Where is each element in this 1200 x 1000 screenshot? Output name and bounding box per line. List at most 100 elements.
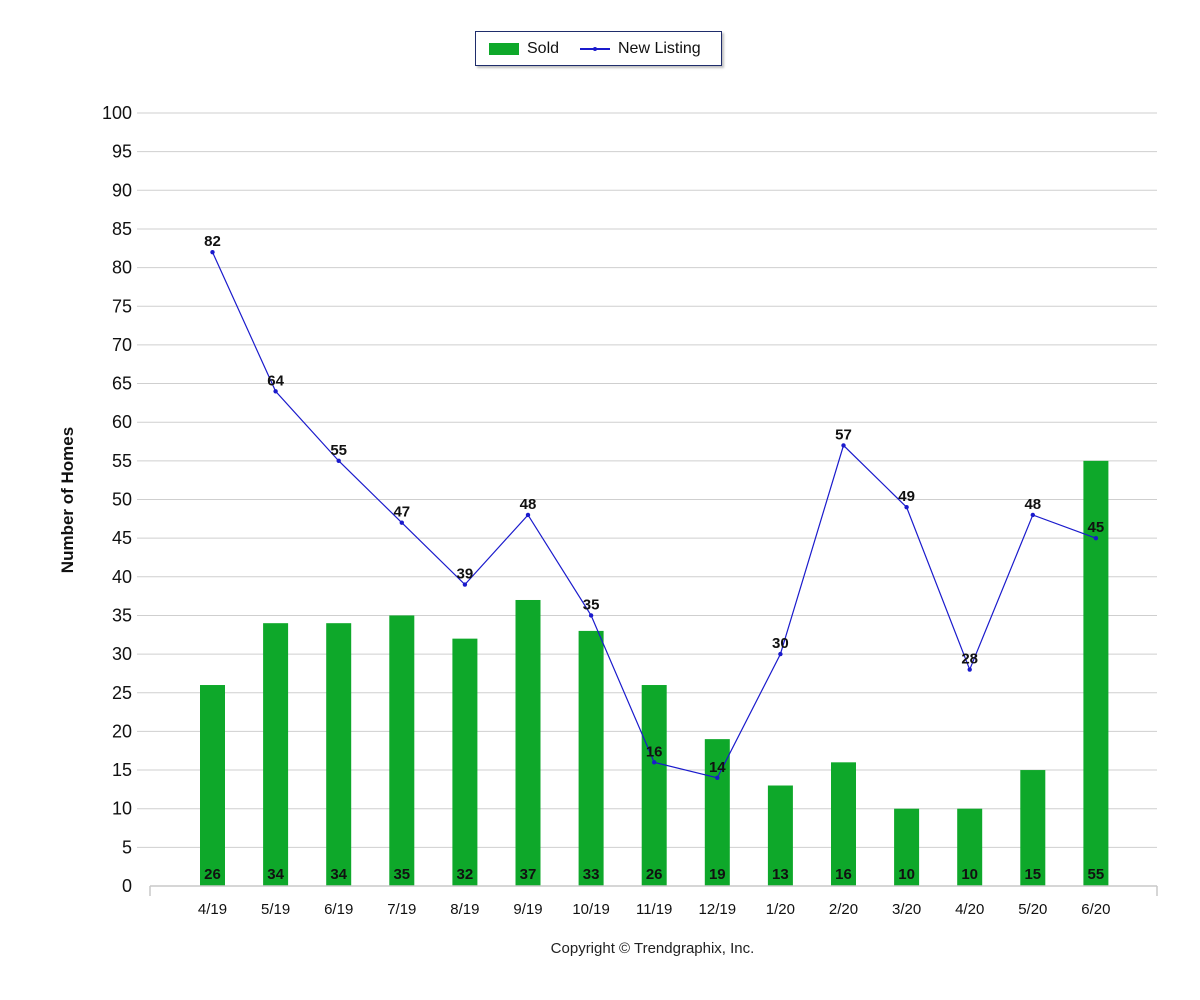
line-point [967, 667, 972, 672]
x-tick-label: 5/20 [1018, 901, 1047, 918]
line-value-label: 16 [646, 743, 663, 760]
y-tick-label: 100 [102, 103, 132, 123]
bar-value-label: 26 [646, 866, 663, 883]
y-tick-label: 20 [112, 721, 132, 741]
data-labels: 26 34 34 35 32 37 33 26 19 13 16 10 10 15 55 82 64 55 47 39… [204, 233, 1104, 883]
legend-swatch-new-listing [580, 46, 610, 51]
bar-value-label: 33 [583, 866, 600, 883]
legend: Sold New Listing [475, 31, 722, 66]
line-point [399, 520, 404, 525]
x-tick-label: 8/19 [450, 901, 479, 918]
x-tick-label: 4/19 [198, 901, 227, 918]
line-value-label: 28 [961, 651, 978, 668]
y-tick-label: 70 [112, 335, 132, 355]
bar-value-label: 15 [1024, 866, 1041, 883]
y-tick-label: 85 [112, 219, 132, 239]
y-tick-label: 25 [112, 683, 132, 703]
y-tick-label: 40 [112, 567, 132, 587]
bar-value-label: 55 [1088, 866, 1105, 883]
y-tick-label: 0 [122, 876, 132, 896]
bar-value-label: 34 [267, 866, 284, 883]
line-point [1030, 512, 1036, 518]
bar-sold [767, 785, 793, 886]
bar-value-label: 10 [961, 866, 978, 883]
y-axis-title: Number of Homes [58, 426, 77, 574]
y-tick-label: 60 [112, 412, 132, 432]
y-tick-label: 50 [112, 490, 132, 510]
bar-sold [957, 808, 983, 886]
line-point [273, 389, 278, 394]
x-tick-label: 3/20 [892, 901, 921, 918]
bar-value-label: 19 [709, 866, 726, 883]
y-tick-label: 45 [112, 528, 132, 548]
legend-item-new-listing[interactable]: New Listing [580, 32, 701, 65]
y-tick-label: 15 [112, 760, 132, 780]
line-point [525, 512, 531, 518]
y-tick-label: 55 [112, 451, 132, 471]
bar-sold [894, 808, 920, 886]
line-value-label: 55 [330, 442, 347, 459]
line-point [904, 505, 909, 510]
bar-value-label: 34 [330, 866, 347, 883]
line-point [778, 651, 783, 657]
bar-sold [263, 623, 289, 886]
y-tick-label: 5 [122, 837, 132, 857]
x-tick-label: 2/20 [829, 901, 858, 918]
y-tick-label: 95 [112, 142, 132, 162]
line-point [336, 458, 341, 464]
y-tick-label: 10 [112, 799, 132, 819]
y-tick-label: 35 [112, 605, 132, 625]
legend-swatch-sold [489, 42, 519, 55]
y-tick-label: 65 [112, 374, 132, 394]
line-point [841, 443, 846, 448]
x-tick-label: 6/19 [324, 901, 353, 918]
bar-value-label: 32 [457, 866, 474, 883]
line-value-label: 35 [583, 596, 600, 613]
bar-value-label: 13 [772, 866, 789, 883]
line-point [462, 582, 468, 587]
x-tick-label: 4/20 [955, 901, 984, 918]
x-tick-label: 7/19 [387, 901, 416, 918]
line-value-label: 45 [1088, 519, 1105, 536]
y-tick-label: 30 [112, 644, 132, 664]
bar-sold [641, 685, 667, 886]
x-tick-label: 9/19 [513, 901, 542, 918]
bar-sold [200, 685, 225, 886]
x-tick-label: 11/19 [636, 901, 672, 918]
line-point [1093, 535, 1099, 541]
line-value-label: 30 [772, 635, 789, 652]
bar-sold [326, 623, 352, 886]
line-value-label: 14 [709, 759, 726, 776]
y-axis-ticks: 0 5 10 15 20 25 30 35 40 45 50 55 60 65 70 75 80 85 90 95 10… [102, 103, 132, 896]
x-tick-label: 5/19 [261, 901, 290, 918]
bar-value-label: 16 [835, 866, 852, 883]
y-tick-label: 80 [112, 258, 132, 278]
line-value-label: 47 [393, 504, 410, 521]
x-tick-label: 6/20 [1081, 901, 1110, 918]
legend-item-sold[interactable]: Sold [489, 32, 559, 65]
line-point [715, 775, 720, 780]
legend-label-sold: Sold [527, 39, 560, 57]
line-point [588, 613, 594, 618]
bar-sold [831, 762, 856, 886]
gridlines [137, 112, 1157, 848]
sold-bars [200, 460, 1109, 886]
line-value-label: 39 [457, 566, 474, 583]
line-value-label: 48 [520, 496, 537, 513]
line-value-label: 49 [898, 488, 915, 505]
line-value-label: 64 [267, 372, 284, 389]
bar-sold [452, 638, 478, 886]
line-point [652, 760, 657, 765]
bar-value-label: 10 [898, 866, 915, 883]
y-tick-label: 75 [112, 296, 132, 316]
bar-value-label: 35 [393, 866, 410, 883]
bar-sold [389, 615, 415, 886]
x-tick-label: 12/19 [699, 901, 737, 918]
bar-sold [1020, 770, 1046, 886]
bar-sold [704, 739, 730, 886]
new-listing-line [210, 249, 1099, 780]
bar-value-label: 37 [520, 866, 537, 883]
bar-sold [578, 630, 604, 886]
line-value-label: 82 [204, 233, 221, 250]
